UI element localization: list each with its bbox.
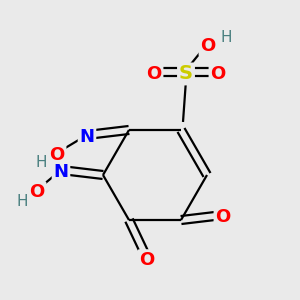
Text: O: O <box>200 37 216 55</box>
Text: O: O <box>215 208 231 226</box>
Text: H: H <box>16 194 28 209</box>
Text: O: O <box>146 65 162 83</box>
Text: N: N <box>80 128 94 146</box>
Text: O: O <box>50 146 64 164</box>
Text: O: O <box>140 251 154 269</box>
Text: O: O <box>210 65 226 83</box>
Text: N: N <box>53 163 68 181</box>
Text: H: H <box>220 30 232 45</box>
Text: O: O <box>29 183 45 201</box>
Text: H: H <box>35 155 47 170</box>
Text: S: S <box>179 64 193 83</box>
